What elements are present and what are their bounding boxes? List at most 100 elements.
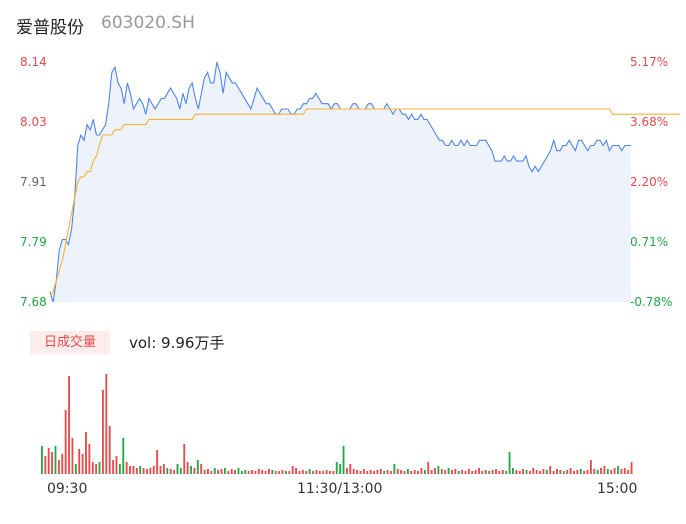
volume-bar [149,468,152,474]
volume-bar [264,471,267,474]
volume-bar [318,471,321,474]
volume-bar [244,470,247,474]
volume-bar [610,470,613,474]
volume-bar [593,469,596,474]
volume-bar [498,471,501,474]
volume-bar [78,449,81,474]
volume-bar [213,468,216,474]
volume-bar [44,456,47,474]
volume-bar [356,470,358,474]
volume-bar [54,446,57,474]
volume-bar [162,464,165,474]
volume-bar [132,466,135,474]
volume-bar [68,376,70,474]
volume-bar [135,468,138,474]
volume-bar [61,454,64,474]
volume-bar [247,471,250,474]
volume-bar [484,470,487,474]
volume-bar [508,452,511,474]
volume-bar [410,471,413,474]
volume-bar [349,464,352,474]
volume-bar [234,470,237,474]
volume-bar [210,471,213,474]
volume-bar [284,471,287,474]
volume-bar [366,471,369,474]
volume-bar [467,469,470,474]
volume-bar [196,460,199,474]
volume-bar [251,470,253,474]
volume-bar [451,470,453,474]
volume-bar [600,468,602,474]
volume-bar [203,470,206,474]
volume-bar [522,469,525,474]
volume-bar [261,470,264,474]
pct-tick-3: 0.71% [630,235,669,249]
volume-bar [271,470,274,474]
volume-bar [535,470,538,474]
volume-bar [301,470,304,474]
volume-bar [491,470,494,474]
volume-bar [352,469,355,474]
volume-bar [562,471,565,474]
volume-bar [278,471,281,474]
volume-bar [400,470,403,474]
volume-bar [576,470,579,474]
time-label-mid: 11:30/13:00 [297,481,383,497]
stock-name: 爱普股份 [16,18,84,38]
volume-bar [176,464,179,474]
volume-bar [627,470,630,474]
volume-bar [51,452,54,474]
volume-bar [447,468,450,474]
volume-bar [359,471,362,474]
volume-bar [169,469,172,474]
volume-bar [98,462,101,474]
volume-bar [488,471,491,474]
volume-bar [390,471,392,474]
volume-bar [179,468,182,474]
pct-tick-2: 2.20% [630,175,669,189]
volume-bar [518,471,521,474]
volume-bar [515,470,518,474]
volume-bar [569,468,572,474]
price-tick-1: 8.03 [20,115,47,129]
volume-bar [589,460,592,474]
volume-bar [403,471,406,474]
volume-bar [118,464,121,474]
volume-bar [464,471,467,474]
volume-bar [556,469,558,474]
volume-bar [376,470,379,474]
volume-bar [105,374,108,474]
volume-bar [257,469,260,474]
volume-bar [420,468,423,474]
volume-bar [295,468,297,474]
volume-bar [335,462,338,474]
volume-bar [85,432,87,474]
volume-bar [108,426,111,474]
volume-bar [481,471,484,474]
volume-bar [454,469,457,474]
volume-bar [413,470,416,474]
volume-bar [495,469,497,474]
volume-bar [200,464,203,474]
volume-bar [315,470,318,474]
volume-bar [596,470,599,474]
volume-bar [240,471,243,474]
volume-bar [427,462,430,474]
volume-bar [91,462,94,474]
volume-bar [101,390,104,474]
volume-bar [573,471,575,474]
volume-bar [457,471,460,474]
volume-bar [193,468,196,474]
volume-bar [305,471,308,474]
volume-bar [606,469,609,474]
volume-bar [423,470,426,474]
volume-bar [129,466,131,474]
volume-bar [308,469,311,474]
volume-label: vol: 9.96万手 [129,334,225,352]
volume-bar [329,471,331,474]
stock-code: 603020.SH [101,13,195,33]
volume-bar [288,471,291,474]
volume-bar [478,468,480,474]
volume-bar [47,448,50,474]
volume-bar [579,469,582,474]
